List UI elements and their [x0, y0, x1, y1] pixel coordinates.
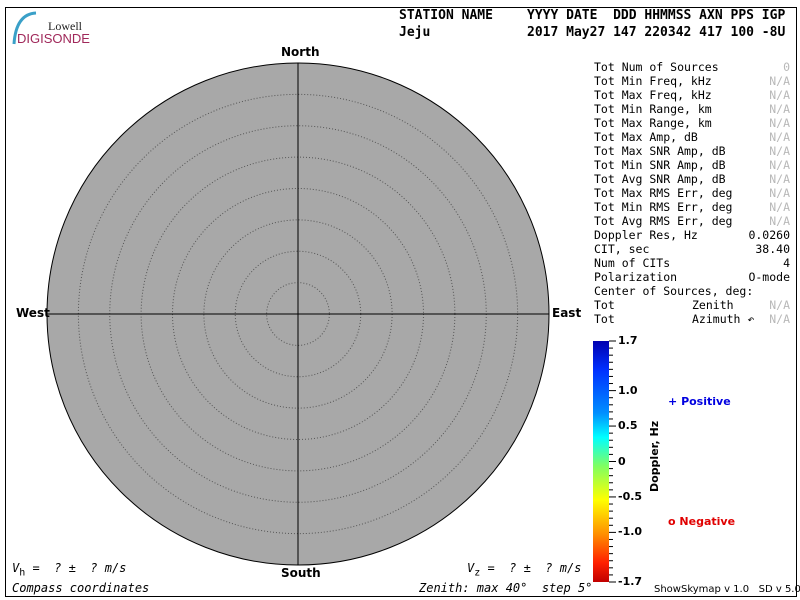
vz-readout: Vz = ? ± ? m/s [467, 561, 582, 579]
colorbar-tick-label: 1.7 [618, 334, 638, 347]
info-row: Tot Avg RMS Err, deg N/A [594, 214, 790, 228]
logo-digisonde: DIGISONDE [17, 31, 90, 46]
info-label: Tot Min Range, km [594, 102, 712, 116]
info-label: Tot Min RMS Err, deg [594, 200, 733, 214]
info-label: Center of Sources, deg: [594, 284, 754, 298]
info-value: N/A [769, 312, 790, 326]
colorbar-tick-label: 0.5 [618, 419, 638, 433]
circle-icon: o [668, 515, 676, 528]
logo-lowell: Lowell [48, 19, 82, 33]
colorbar-tick-label: -1.0 [618, 525, 643, 539]
info-row: Center of Sources, deg: [594, 284, 790, 298]
info-row: Tot Azimuth ↶ N/A [594, 312, 790, 326]
info-label: Tot Min Freq, kHz [594, 74, 712, 88]
plus-icon: + [668, 395, 678, 408]
info-row: CIT, sec 38.40 [594, 242, 790, 256]
info-value: N/A [769, 130, 790, 144]
version-label: ShowSkymap v 1.0 SD v 5.0 [654, 584, 800, 595]
info-value: N/A [769, 172, 790, 186]
label-south: South [281, 566, 321, 580]
colorbar-tick-label: 0 [618, 454, 626, 468]
info-sublabel: Azimuth ↶ [692, 312, 755, 326]
info-sublabel: Zenith [692, 298, 734, 312]
legend-positive: + Positive [668, 395, 731, 408]
info-value: 4 [783, 256, 790, 270]
info-label: Tot Avg RMS Err, deg [594, 214, 733, 228]
info-label: Tot Max RMS Err, deg [594, 186, 733, 200]
info-row: Doppler Res, Hz 0.0260 [594, 228, 790, 242]
label-east: East [552, 306, 582, 320]
info-row: Tot Max SNR Amp, dB N/A [594, 144, 790, 158]
legend-negative-label: Negative [679, 515, 736, 528]
info-label: Tot Avg SNR Amp, dB [594, 172, 726, 186]
colorbar-ticks [609, 340, 616, 583]
doppler-colorbar [593, 341, 609, 582]
info-row: Tot Max Amp, dB N/A [594, 130, 790, 144]
header-columns-value: 2017 May27 147 220342 417 100 -8U [527, 25, 786, 40]
skymap-frame [5, 7, 797, 597]
info-row: Tot Max RMS Err, deg N/A [594, 186, 790, 200]
info-value: N/A [769, 116, 790, 130]
info-row: Tot Max Freq, kHz N/A [594, 88, 790, 102]
vh-readout: Vh = ? ± ? m/s [12, 561, 127, 579]
info-label: Tot Min SNR Amp, dB [594, 158, 726, 172]
header-station-value: Jeju [399, 25, 431, 40]
label-north: North [281, 45, 320, 59]
info-row: Tot Avg SNR Amp, dB N/A [594, 172, 790, 186]
colorbar-tick-label: 1.0 [618, 383, 638, 397]
info-label: Doppler Res, Hz [594, 228, 698, 242]
colorbar-label: Doppler, Hz [648, 420, 661, 492]
zenith-note: Zenith: max 40° step 5° [419, 581, 593, 595]
info-label: Num of CITs [594, 256, 671, 270]
info-label: Tot [594, 298, 615, 312]
label-west: West [16, 306, 50, 320]
info-row: Tot Num of Sources 0 [594, 60, 790, 74]
info-value: N/A [769, 200, 790, 214]
info-row: Polarization O-mode [594, 270, 790, 284]
info-label: Tot Max Amp, dB [594, 130, 698, 144]
info-value: O-mode [748, 270, 790, 284]
coords-note: Compass coordinates [12, 581, 150, 595]
info-label: Tot Max SNR Amp, dB [594, 144, 726, 158]
info-label: Tot [594, 312, 615, 326]
info-value: 38.40 [755, 242, 790, 256]
info-value: N/A [769, 214, 790, 228]
info-row: Tot Max Range, km N/A [594, 116, 790, 130]
info-label: Tot Max Range, km [594, 116, 712, 130]
info-value: 0 [783, 60, 790, 74]
info-row: Tot Min Freq, kHz N/A [594, 74, 790, 88]
info-row: Tot Zenith N/A [594, 298, 790, 312]
info-value: N/A [769, 74, 790, 88]
info-label: Tot Max Freq, kHz [594, 88, 712, 102]
info-value: N/A [769, 144, 790, 158]
legend-negative: o Negative [668, 515, 735, 528]
info-value: N/A [769, 158, 790, 172]
header-columns-label: YYYY DATE DDD HHMMSS AXN PPS IGP [527, 8, 786, 23]
colorbar-tick-label: -1.7 [618, 575, 643, 588]
info-label: CIT, sec [594, 242, 650, 256]
info-value: N/A [769, 298, 790, 312]
info-row: Tot Min RMS Err, deg N/A [594, 200, 790, 214]
logo-arc-icon [12, 11, 37, 45]
info-value: N/A [769, 88, 790, 102]
info-label: Tot Num of Sources [594, 60, 719, 74]
info-value: N/A [769, 102, 790, 116]
info-row: Tot Min Range, km N/A [594, 102, 790, 116]
info-value: 0.0260 [748, 228, 790, 242]
header-station-label: STATION NAME [399, 8, 493, 23]
info-value: N/A [769, 186, 790, 200]
info-row: Num of CITs 4 [594, 256, 790, 270]
legend-positive-label: Positive [681, 395, 731, 408]
colorbar-tick-label: -0.5 [618, 489, 643, 503]
info-row: Tot Min SNR Amp, dB N/A [594, 158, 790, 172]
info-label: Polarization [594, 270, 678, 284]
